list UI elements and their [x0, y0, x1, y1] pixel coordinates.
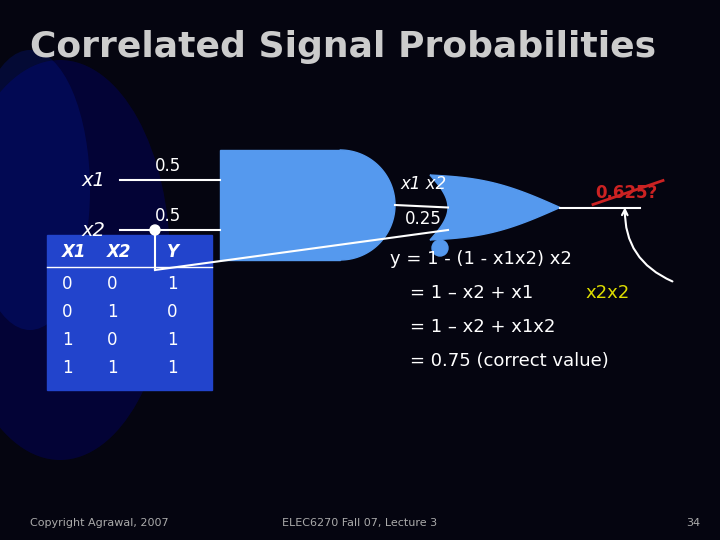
Text: 1: 1 — [62, 331, 73, 349]
Text: Y: Y — [167, 243, 179, 261]
Text: 34: 34 — [686, 518, 700, 528]
Circle shape — [432, 240, 448, 256]
Circle shape — [150, 225, 160, 235]
Text: 0: 0 — [62, 275, 73, 293]
Text: 0.25: 0.25 — [405, 210, 442, 228]
Text: 1: 1 — [62, 359, 73, 377]
Text: 0.5: 0.5 — [155, 157, 181, 175]
Polygon shape — [220, 150, 340, 260]
Text: 0: 0 — [107, 275, 117, 293]
Text: = 1 – x2 + x1: = 1 – x2 + x1 — [410, 284, 534, 302]
Text: Correlated Signal Probabilities: Correlated Signal Probabilities — [30, 30, 656, 64]
Text: x1 x2: x1 x2 — [400, 175, 446, 193]
Text: x2x2: x2x2 — [585, 284, 629, 302]
Text: 0: 0 — [62, 303, 73, 321]
Text: 0.625?: 0.625? — [595, 185, 657, 202]
Text: 1: 1 — [107, 303, 117, 321]
Text: x1: x1 — [81, 171, 105, 190]
Text: y = 1 - (1 - x1x2) x2: y = 1 - (1 - x1x2) x2 — [390, 250, 572, 268]
Text: 0: 0 — [167, 303, 178, 321]
Text: = 1 – x2 + x1x2: = 1 – x2 + x1x2 — [410, 318, 555, 336]
FancyBboxPatch shape — [47, 235, 212, 390]
Text: X2: X2 — [107, 243, 132, 261]
Text: 0: 0 — [107, 331, 117, 349]
Text: Copyright Agrawal, 2007: Copyright Agrawal, 2007 — [30, 518, 168, 528]
Ellipse shape — [0, 50, 90, 330]
Text: 1: 1 — [167, 331, 178, 349]
Polygon shape — [340, 150, 395, 260]
Text: 1: 1 — [167, 275, 178, 293]
Ellipse shape — [0, 60, 170, 460]
Polygon shape — [430, 175, 560, 240]
Text: 1: 1 — [167, 359, 178, 377]
Text: ELEC6270 Fall 07, Lecture 3: ELEC6270 Fall 07, Lecture 3 — [282, 518, 438, 528]
Text: X1: X1 — [62, 243, 86, 261]
Text: = 0.75 (correct value): = 0.75 (correct value) — [410, 352, 608, 370]
Text: 1: 1 — [107, 359, 117, 377]
Text: 0.5: 0.5 — [155, 207, 181, 225]
Text: x2: x2 — [81, 220, 105, 240]
